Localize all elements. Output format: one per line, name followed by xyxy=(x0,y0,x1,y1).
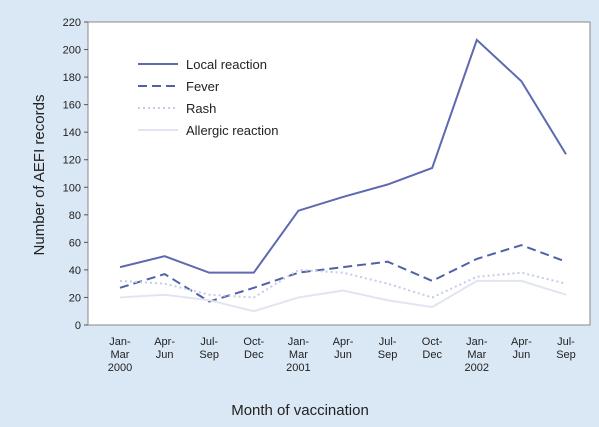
x-tick-label: Oct-Dec xyxy=(422,336,443,361)
y-tick-label: 20 xyxy=(69,292,81,304)
y-tick-label: 200 xyxy=(63,45,81,57)
x-tick-label: Oct-Dec xyxy=(243,336,264,361)
line xyxy=(119,244,567,303)
x-tick-label: Apr-Jun xyxy=(333,336,354,361)
y-tick-label: 120 xyxy=(63,155,81,167)
line xyxy=(119,38,567,274)
x-tick-label: Jan-Mar 2001 xyxy=(286,336,310,374)
x-tick-label: Jul-Sep xyxy=(378,336,398,361)
x-tick-label: Apr-Jun xyxy=(154,336,175,361)
y-axis-label: Number of AEFI records xyxy=(31,95,48,256)
y-tick-label: 140 xyxy=(63,127,81,139)
x-tick-label: Jul-Sep xyxy=(556,336,576,361)
y-tick-label: 180 xyxy=(63,72,81,84)
y-tick-label: 80 xyxy=(69,210,81,222)
x-tick-label: Jan-Mar 2002 xyxy=(465,336,489,374)
y-tick-label: 60 xyxy=(69,237,81,249)
line xyxy=(119,268,567,299)
x-tick-label: Jan-Mar 2000 xyxy=(108,336,132,374)
legend-label: Allergic reaction xyxy=(186,123,279,138)
line xyxy=(119,279,567,313)
y-tick-label: 40 xyxy=(69,265,81,277)
legend-label: Fever xyxy=(186,79,220,94)
x-axis-label: Month of vaccination xyxy=(231,402,369,419)
y-tick-label: 0 xyxy=(75,320,81,332)
y-tick-label: 220 xyxy=(63,17,81,29)
x-tick-label: Jul-Sep xyxy=(199,336,219,361)
x-tick-label: Apr-Jun xyxy=(511,336,532,361)
legend-label: Local reaction xyxy=(186,57,267,72)
legend-label: Rash xyxy=(186,101,216,116)
y-tick-label: 100 xyxy=(63,182,81,194)
y-tick-label: 160 xyxy=(63,100,81,112)
plot-area xyxy=(87,21,591,326)
